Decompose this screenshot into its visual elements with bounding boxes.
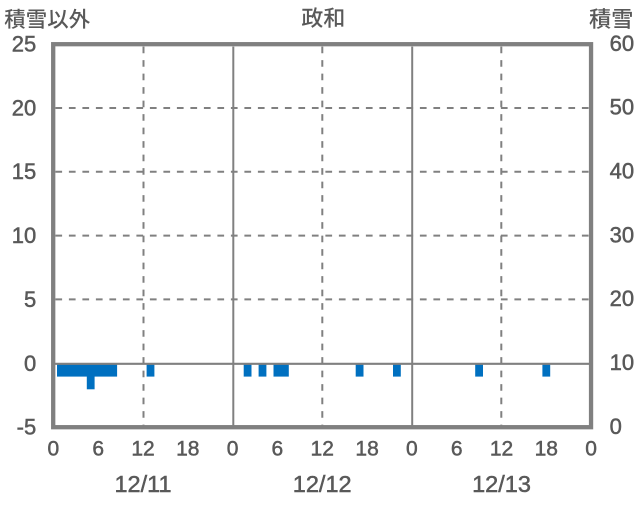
svg-text:60: 60 [610, 31, 634, 56]
svg-text:0: 0 [610, 414, 622, 439]
svg-text:20: 20 [610, 286, 634, 311]
svg-text:12: 12 [311, 438, 334, 461]
svg-text:12/11: 12/11 [114, 471, 171, 497]
svg-text:6: 6 [92, 438, 104, 461]
svg-text:5: 5 [24, 287, 36, 312]
svg-text:18: 18 [535, 438, 558, 461]
svg-text:15: 15 [12, 159, 36, 184]
svg-text:0: 0 [24, 351, 36, 376]
svg-text:12: 12 [490, 438, 513, 461]
svg-text:12/12: 12/12 [293, 471, 352, 497]
svg-text:20: 20 [12, 95, 36, 120]
svg-text:50: 50 [610, 95, 634, 120]
svg-text:12/13: 12/13 [472, 471, 531, 497]
svg-text:0: 0 [585, 438, 597, 461]
svg-text:18: 18 [176, 438, 199, 461]
svg-text:6: 6 [451, 438, 463, 461]
svg-text:25: 25 [12, 32, 36, 57]
svg-text:-5: -5 [17, 415, 37, 440]
svg-text:30: 30 [610, 222, 634, 247]
svg-text:6: 6 [272, 438, 284, 461]
svg-text:0: 0 [227, 438, 239, 461]
svg-text:10: 10 [610, 350, 634, 375]
svg-text:0: 0 [48, 438, 60, 461]
svg-text:18: 18 [355, 438, 378, 461]
svg-text:10: 10 [12, 223, 36, 248]
svg-text:0: 0 [406, 438, 418, 461]
svg-text:12: 12 [131, 438, 154, 461]
svg-text:40: 40 [610, 159, 634, 184]
